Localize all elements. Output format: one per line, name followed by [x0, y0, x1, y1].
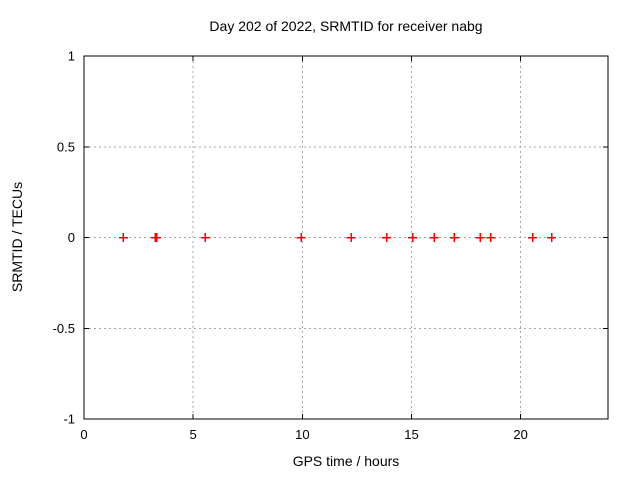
- x-tick-label: 0: [80, 427, 87, 442]
- chart-title: Day 202 of 2022, SRMTID for receiver nab…: [209, 18, 483, 34]
- y-tick-label: 1: [68, 49, 75, 64]
- x-tick-label: 20: [513, 427, 527, 442]
- x-axis-label: GPS time / hours: [292, 453, 400, 469]
- y-tick-label: 0: [68, 230, 75, 245]
- y-tick-label: -0.5: [53, 321, 75, 336]
- x-tick-label: 5: [190, 427, 197, 442]
- y-tick-label: -1: [63, 412, 75, 427]
- y-tick-label: 0.5: [57, 139, 75, 154]
- x-tick-label: 10: [295, 427, 309, 442]
- x-tick-label: 15: [404, 427, 418, 442]
